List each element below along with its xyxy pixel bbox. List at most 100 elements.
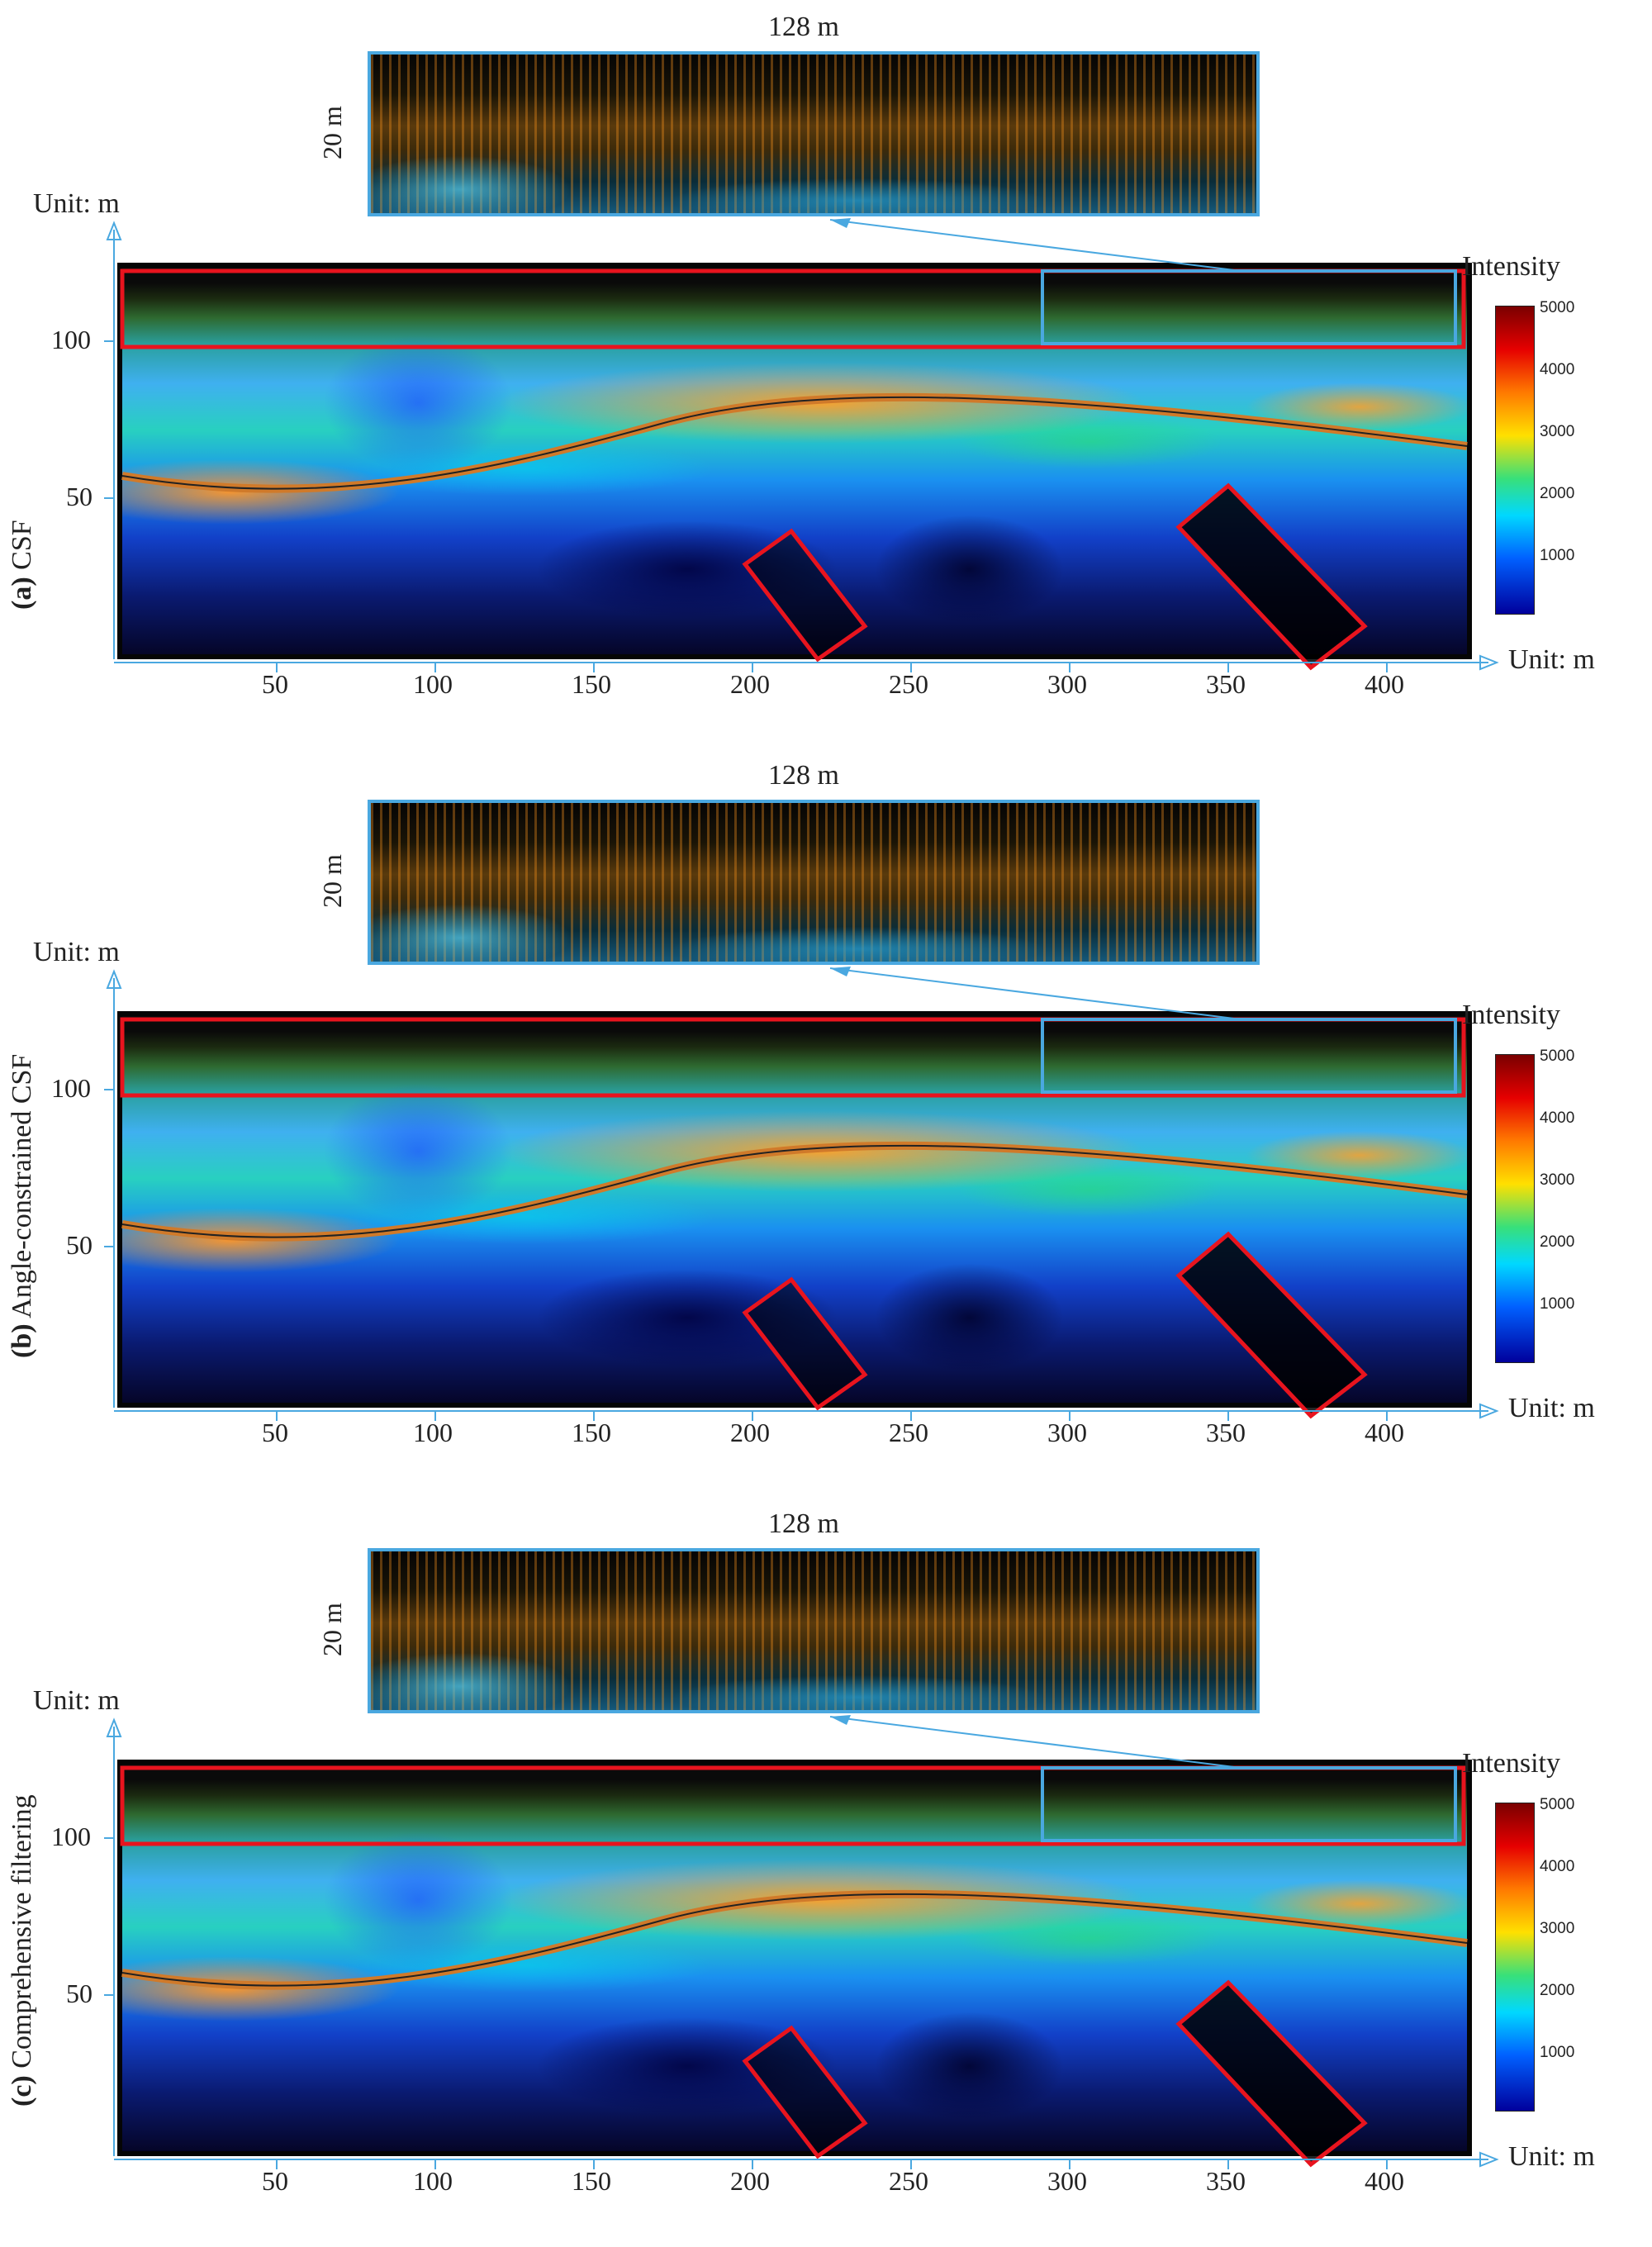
red-highlight-box-large bbox=[1175, 1231, 1368, 1419]
colorbar-tick-label: 2000 bbox=[1540, 485, 1575, 502]
colorbar-tick-label: 1000 bbox=[1540, 547, 1575, 564]
y-tick-label: 100 bbox=[51, 325, 91, 354]
colorbar-tick-label: 4000 bbox=[1540, 1109, 1575, 1127]
x-tick-label: 50 bbox=[262, 669, 288, 699]
x-tick-label: 50 bbox=[262, 1418, 288, 1447]
red-highlight-box-large bbox=[1175, 482, 1368, 671]
connector-arrowhead bbox=[830, 218, 851, 228]
y-axis-arrow bbox=[106, 221, 122, 240]
overlay bbox=[104, 218, 1499, 672]
connector-arrowhead bbox=[830, 967, 851, 976]
panel: 128 m 20 m Unit: m Unit: m 100 50 50 100 150 200 2… bbox=[0, 748, 1652, 1497]
colorbar-tick-label: 1000 bbox=[1540, 1295, 1575, 1313]
road-line bbox=[121, 1889, 1468, 1990]
x-tick-label: 200 bbox=[730, 2166, 770, 2196]
y-unit-label: Unit: m bbox=[33, 937, 120, 967]
x-tick-label: 250 bbox=[889, 1418, 928, 1447]
colorbar-tick-label: 2000 bbox=[1540, 1982, 1575, 1999]
blue-highlight-box bbox=[1041, 1766, 1457, 1842]
x-tick-label: 300 bbox=[1047, 669, 1087, 699]
inset-zoom-view bbox=[368, 51, 1260, 216]
red-highlight-box-top bbox=[120, 268, 1466, 349]
panel: 128 m 20 m Unit: m Unit: m 100 50 50 100 150 200 2… bbox=[0, 1497, 1652, 2245]
x-tick-label: 100 bbox=[413, 2166, 453, 2196]
colorbar-title: Intensity bbox=[1462, 1748, 1560, 1779]
intensity-colorbar bbox=[1495, 1054, 1535, 1363]
y-axis-arrow bbox=[106, 969, 122, 989]
panel: 128 m 20 m Unit: m Unit: m 100 50 50 100 150 200 2… bbox=[0, 0, 1652, 748]
x-tick-label: 200 bbox=[730, 1418, 770, 1447]
colorbar-tick-label: 4000 bbox=[1540, 361, 1575, 378]
x-tick-label: 300 bbox=[1047, 2166, 1087, 2196]
connector-arrowhead bbox=[830, 1715, 851, 1725]
y-tick-label: 50 bbox=[66, 1979, 93, 2008]
x-tick-label: 100 bbox=[413, 1418, 453, 1447]
x-tick-label: 400 bbox=[1365, 1418, 1404, 1447]
inset-zoom-view bbox=[368, 1548, 1260, 1713]
colorbar-tick-label: 5000 bbox=[1540, 299, 1575, 316]
colorbar-tick-label: 3000 bbox=[1540, 1920, 1575, 1937]
panel-label: (b) Angle-constrained CSF bbox=[7, 1054, 38, 1358]
road-centerline bbox=[121, 1144, 1468, 1238]
x-unit-label: Unit: m bbox=[1508, 1393, 1595, 1423]
colorbar-tick-label: 1000 bbox=[1540, 2044, 1575, 2061]
x-tick-label: 200 bbox=[730, 669, 770, 699]
colorbar-tick-label: 2000 bbox=[1540, 1233, 1575, 1251]
inset-width-label: 128 m bbox=[768, 12, 839, 42]
y-tick-label: 100 bbox=[51, 1073, 91, 1103]
red-highlight-box-top bbox=[120, 1765, 1466, 1846]
connector-line bbox=[829, 1716, 1241, 1769]
x-unit-label: Unit: m bbox=[1508, 644, 1595, 675]
connector-line bbox=[829, 967, 1241, 1020]
x-tick-label: 250 bbox=[889, 2166, 928, 2196]
panel-label-text: Comprehensive filtering bbox=[7, 1794, 37, 2069]
blue-highlight-box bbox=[1041, 1018, 1457, 1094]
y-unit-label: Unit: m bbox=[33, 1685, 120, 1716]
x-tick-label: 400 bbox=[1365, 669, 1404, 699]
colorbar-tick-label: 5000 bbox=[1540, 1796, 1575, 1813]
x-tick-label: 50 bbox=[262, 2166, 288, 2196]
y-tick-label: 100 bbox=[51, 1822, 91, 1851]
x-axis-arrow bbox=[1479, 654, 1499, 671]
x-tick-label: 150 bbox=[572, 2166, 611, 2196]
intensity-colorbar bbox=[1495, 1803, 1535, 2112]
x-axis-arrow bbox=[1479, 1403, 1499, 1419]
x-axis-arrow bbox=[1479, 2151, 1499, 2168]
red-highlight-box-small bbox=[742, 2025, 868, 2159]
colorbar-tick-label: 5000 bbox=[1540, 1047, 1575, 1065]
x-tick-label: 250 bbox=[889, 669, 928, 699]
y-tick-label: 50 bbox=[66, 1230, 93, 1260]
inset-width-label: 128 m bbox=[768, 1508, 839, 1539]
panel-label-text: Angle-constrained CSF bbox=[7, 1053, 37, 1318]
red-highlight-box-large bbox=[1175, 1979, 1368, 2168]
road-line bbox=[121, 392, 1468, 493]
x-tick-label: 150 bbox=[572, 1418, 611, 1447]
red-highlight-box-small bbox=[742, 528, 868, 663]
red-highlight-box-small bbox=[742, 1276, 868, 1411]
colorbar-tick-label: 3000 bbox=[1540, 423, 1575, 440]
y-unit-label: Unit: m bbox=[33, 188, 120, 219]
road-line bbox=[121, 1141, 1468, 1242]
x-tick-label: 350 bbox=[1206, 669, 1246, 699]
overlay bbox=[104, 1715, 1499, 2169]
connector-line bbox=[829, 219, 1241, 272]
intensity-colorbar bbox=[1495, 306, 1535, 615]
panel-label: (c) Comprehensive filtering bbox=[7, 1794, 38, 2107]
colorbar-tick-label: 4000 bbox=[1540, 1858, 1575, 1875]
x-tick-label: 300 bbox=[1047, 1418, 1087, 1447]
inset-zoom-view bbox=[368, 800, 1260, 965]
panel-label-text: CSF bbox=[7, 520, 37, 570]
colorbar-title: Intensity bbox=[1462, 1000, 1560, 1030]
inset-width-label: 128 m bbox=[768, 760, 839, 791]
x-tick-label: 400 bbox=[1365, 2166, 1404, 2196]
panel-label-letter: (c) bbox=[7, 2075, 37, 2107]
y-tick-label: 50 bbox=[66, 482, 93, 511]
colorbar-title: Intensity bbox=[1462, 251, 1560, 282]
y-axis-arrow bbox=[106, 1717, 122, 1737]
panel-label-letter: (b) bbox=[7, 1323, 37, 1358]
road-centerline bbox=[121, 396, 1468, 490]
red-highlight-box-top bbox=[120, 1017, 1466, 1098]
blue-highlight-box bbox=[1041, 269, 1457, 345]
x-tick-label: 350 bbox=[1206, 2166, 1246, 2196]
panel-label: (a) CSF bbox=[7, 520, 38, 610]
